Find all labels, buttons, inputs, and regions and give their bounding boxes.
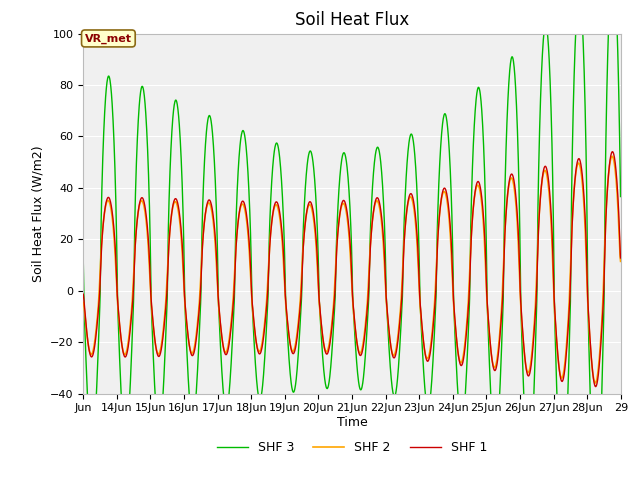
Line: SHF 1: SHF 1	[83, 152, 621, 386]
Legend: SHF 3, SHF 2, SHF 1: SHF 3, SHF 2, SHF 1	[212, 436, 492, 459]
SHF 3	[617, 194, 625, 200]
SHF 2	[384, 319, 392, 324]
Title: Soil Heat Flux: Soil Heat Flux	[295, 11, 409, 29]
SHF 2	[79, 300, 87, 305]
X-axis label: Time: Time	[337, 416, 367, 429]
SHF 2	[609, 154, 616, 159]
SHF 2	[617, 259, 625, 264]
SHF 2	[133, 220, 141, 226]
SHF 3	[79, 254, 87, 260]
SHF 1	[609, 149, 616, 155]
SHF 3	[249, 314, 257, 320]
SHF 2	[609, 156, 617, 161]
SHF 1	[79, 291, 87, 297]
SHF 2	[513, 223, 521, 229]
SHF 1	[133, 221, 141, 227]
SHF 1	[592, 384, 600, 389]
SHF 1	[384, 316, 392, 322]
Y-axis label: Soil Heat Flux (W/m2): Soil Heat Flux (W/m2)	[31, 145, 44, 282]
SHF 3	[133, 148, 141, 154]
Line: SHF 2: SHF 2	[83, 156, 621, 383]
SHF 1	[609, 150, 617, 156]
SHF 1	[617, 255, 625, 261]
SHF 2	[544, 178, 552, 184]
SHF 1	[249, 307, 257, 313]
SHF 2	[249, 310, 257, 315]
Text: VR_met: VR_met	[85, 33, 132, 44]
Line: SHF 3: SHF 3	[83, 0, 621, 480]
SHF 3	[513, 128, 521, 133]
SHF 3	[384, 326, 392, 332]
SHF 1	[513, 214, 521, 220]
SHF 2	[591, 380, 599, 386]
SHF 3	[544, 34, 552, 40]
SHF 1	[544, 172, 552, 178]
